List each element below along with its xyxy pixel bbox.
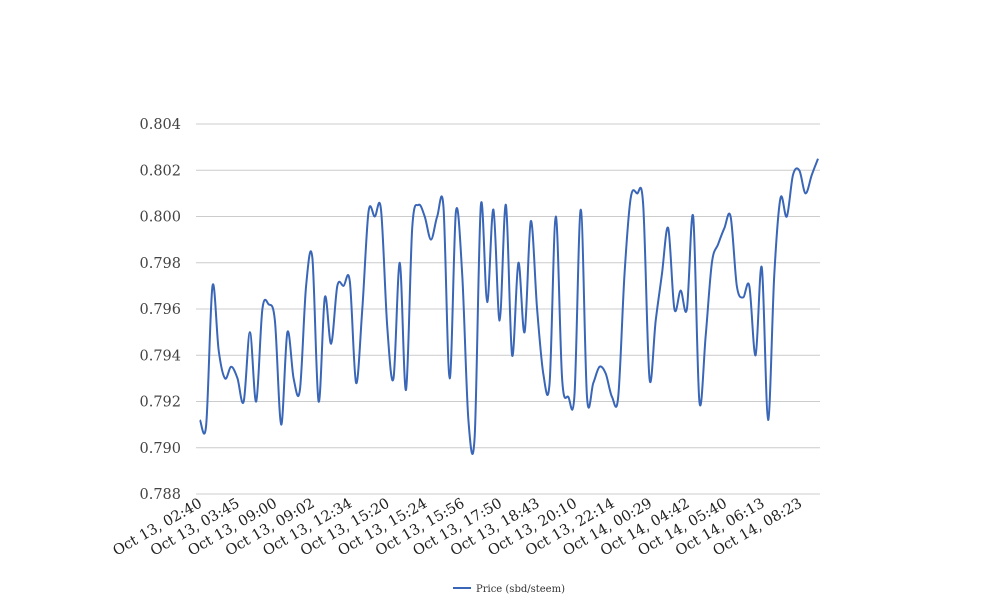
y-axis-tick-labels: 0.788 0.790 0.792 0.794 0.796 0.798 0.800 0.802… [139, 117, 181, 503]
legend-label: Price (sbd/steem) [476, 584, 565, 595]
series-lines [199, 158, 819, 455]
y-tick-label: 0.790 [139, 441, 181, 457]
y-tick-label: 0.794 [139, 348, 181, 364]
gridlines [196, 123, 820, 495]
y-tick-label: 0.788 [139, 487, 181, 503]
y-tick-label: 0.802 [139, 163, 181, 179]
y-tick-label: 0.798 [139, 256, 181, 272]
legend: Price (sbd/steem) [453, 584, 565, 595]
y-tick-label: 0.792 [139, 395, 181, 411]
y-tick-label: 0.796 [139, 302, 181, 318]
series-line-0 [199, 158, 819, 455]
y-tick-label: 0.800 [139, 210, 181, 226]
y-tick-label: 0.804 [139, 117, 181, 133]
